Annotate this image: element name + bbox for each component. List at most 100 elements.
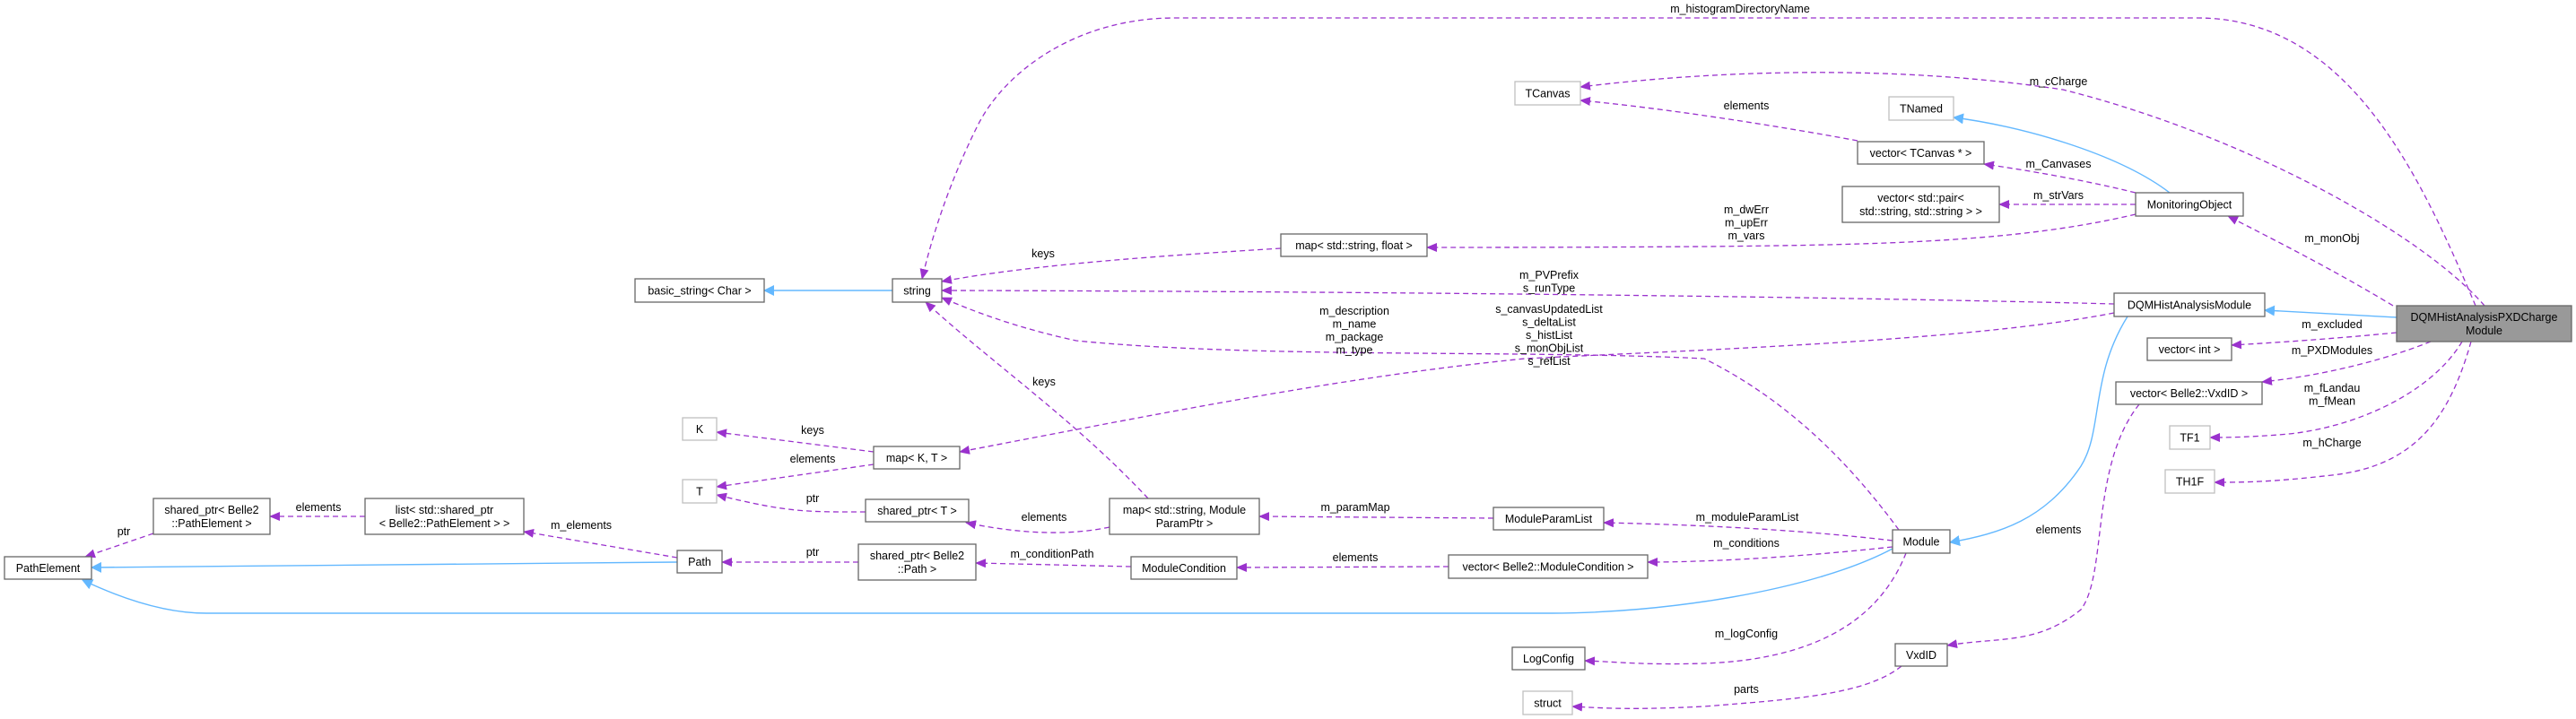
class-node-Path[interactable]: Path bbox=[676, 550, 723, 574]
class-name: map< K, T > bbox=[886, 452, 947, 464]
class-node-TCanvas[interactable]: TCanvas bbox=[1514, 81, 1581, 106]
edge-label: s_canvasUpdatedList bbox=[1495, 303, 1603, 316]
class-box bbox=[2169, 425, 2211, 450]
class-node-Module[interactable]: Module bbox=[1892, 529, 1951, 554]
class-node-PathElement[interactable]: PathElement bbox=[4, 556, 92, 580]
class-name: TCanvas bbox=[1525, 88, 1570, 100]
class-name: vector< Belle2::ModuleCondition > bbox=[1462, 561, 1633, 574]
class-name: TH1F bbox=[2176, 476, 2205, 489]
class-node-TF1[interactable]: TF1 bbox=[2169, 425, 2211, 450]
class-node-DQMHistAnalysisModule[interactable]: DQMHistAnalysisModule bbox=[2113, 292, 2266, 317]
edge-label: m_PVPrefix bbox=[1519, 269, 1580, 282]
edge-label: m_monObj bbox=[2304, 232, 2359, 245]
class-node-string[interactable]: string bbox=[892, 278, 943, 303]
class-node-listSp[interactable]: list< std::shared_ptr< Belle2::PathEleme… bbox=[364, 498, 525, 535]
class-node-vecPair[interactable]: vector< std::pair<std::string, std::stri… bbox=[1841, 186, 2000, 223]
class-box bbox=[676, 550, 723, 574]
usage-edge-mapStrFloat-to-string bbox=[941, 247, 1282, 284]
edge-label: s_runType bbox=[1523, 282, 1575, 295]
class-node-K[interactable]: K bbox=[682, 417, 718, 441]
class-name: map< std::string, Module bbox=[1123, 504, 1246, 516]
inheritance-edge-MonitoringObject-to-TNamed bbox=[1953, 113, 2171, 194]
edge-label: m_moduleParamList bbox=[1696, 511, 1799, 524]
edge-label: m_strVars bbox=[2033, 189, 2084, 202]
usage-edge-mapParam-to-string bbox=[925, 301, 1149, 499]
edge-label: elements bbox=[1022, 511, 1067, 524]
class-name: shared_ptr< Belle2 bbox=[164, 504, 258, 516]
class-node-vecVxdID[interactable]: vector< Belle2::VxdID > bbox=[2115, 381, 2263, 405]
inheritance-edge-PXDCharge-to-DQMHistAnalysisModule bbox=[2264, 305, 2398, 318]
edge-label: ptr bbox=[117, 525, 131, 538]
class-node-MonitoringObject[interactable]: MonitoringObject bbox=[2135, 192, 2244, 217]
edge-label: parts bbox=[1734, 683, 1759, 696]
class-box bbox=[2146, 337, 2232, 361]
class-name: vector< TCanvas * > bbox=[1870, 147, 1972, 160]
edge-label: m_description bbox=[1319, 305, 1389, 317]
class-box bbox=[2115, 381, 2263, 405]
class-name: basic_string< Char > bbox=[648, 285, 751, 298]
class-node-TH1F[interactable]: TH1F bbox=[2164, 469, 2215, 494]
class-name: vector< std::pair< bbox=[1877, 192, 1964, 204]
class-name: DQMHistAnalysisModule bbox=[2128, 299, 2251, 312]
class-name: ModuleCondition bbox=[1142, 562, 1226, 575]
edge-label: elements bbox=[790, 453, 836, 465]
usage-edge-Module-to-LogConfig bbox=[1584, 552, 1907, 666]
class-node-spPath[interactable]: shared_ptr< Belle2::Path > bbox=[857, 543, 977, 581]
class-box bbox=[1511, 646, 1586, 671]
class-node-VxdID[interactable]: VxdID bbox=[1894, 643, 1948, 667]
class-box bbox=[1892, 529, 1951, 554]
usage-edge-Path-to-listSp bbox=[523, 528, 678, 559]
class-node-spPathElement[interactable]: shared_ptr< Belle2::PathElement > bbox=[152, 498, 271, 535]
edge-label: m_elements bbox=[551, 519, 612, 532]
edge-label: m_fMean bbox=[2309, 395, 2355, 408]
class-name: shared_ptr< Belle2 bbox=[870, 550, 964, 562]
class-name: VxdID bbox=[1906, 649, 1936, 662]
class-node-TNamed[interactable]: TNamed bbox=[1888, 96, 1954, 121]
inheritance-edge-DQMHistAnalysisModule-to-Module bbox=[1949, 316, 2128, 546]
class-node-mapKT[interactable]: map< K, T > bbox=[873, 446, 961, 470]
edge-label: m_type bbox=[1336, 344, 1373, 357]
usage-edge-ModuleCondition-to-spPath bbox=[975, 559, 1132, 568]
edge-label: m_vars bbox=[1728, 230, 1765, 242]
class-box bbox=[865, 498, 970, 523]
class-node-spT[interactable]: shared_ptr< T > bbox=[865, 498, 970, 523]
edge-label: s_monObjList bbox=[1515, 342, 1584, 355]
class-box bbox=[857, 543, 977, 581]
class-node-T[interactable]: T bbox=[682, 479, 718, 504]
class-node-ModuleParamList[interactable]: ModuleParamList bbox=[1493, 507, 1605, 531]
class-box bbox=[2135, 192, 2244, 217]
class-box bbox=[1841, 186, 2000, 223]
class-name: string bbox=[903, 285, 931, 298]
edge-label: m_hCharge bbox=[2302, 437, 2361, 449]
edge-label: keys bbox=[1032, 376, 1056, 388]
class-node-struct[interactable]: struct bbox=[1522, 690, 1573, 715]
class-name: ::Path > bbox=[898, 563, 936, 576]
class-box bbox=[4, 556, 92, 580]
usage-edge-vecVxdID-to-VxdID bbox=[1946, 403, 2140, 649]
usage-edge-MonitoringObject-to-vecTCanvas bbox=[1983, 160, 2137, 194]
class-node-ModuleCondition[interactable]: ModuleCondition bbox=[1130, 556, 1238, 580]
class-node-vecModCond[interactable]: vector< Belle2::ModuleCondition > bbox=[1448, 554, 1649, 579]
class-box bbox=[892, 278, 943, 303]
usage-edge-PXDCharge-to-TH1F bbox=[2214, 341, 2472, 487]
class-node-LogConfig[interactable]: LogConfig bbox=[1511, 646, 1586, 671]
class-name: < Belle2::PathElement > > bbox=[379, 517, 510, 530]
class-box bbox=[152, 498, 271, 535]
usage-edge-DQMHistAnalysisModule-to-string bbox=[941, 286, 2115, 305]
class-node-vecTCanvas[interactable]: vector< TCanvas * > bbox=[1857, 141, 1985, 165]
class-name: Module bbox=[2466, 325, 2502, 337]
class-name: Module bbox=[1903, 536, 1940, 549]
edge-label: m_cCharge bbox=[2030, 75, 2088, 88]
edge-label: m_logConfig bbox=[1715, 628, 1778, 640]
edge-label: elements bbox=[1724, 100, 1770, 112]
class-node-vecInt[interactable]: vector< int > bbox=[2146, 337, 2232, 361]
class-box bbox=[634, 278, 765, 303]
class-node-basicString[interactable]: basic_string< Char > bbox=[634, 278, 765, 303]
edge-label: m_name bbox=[1333, 318, 1377, 331]
class-box bbox=[1888, 96, 1954, 121]
class-node-mapStrFloat[interactable]: map< std::string, float > bbox=[1280, 233, 1428, 257]
usage-edge-mapParam-to-spT bbox=[965, 520, 1110, 533]
class-name: MonitoringObject bbox=[2147, 199, 2232, 212]
